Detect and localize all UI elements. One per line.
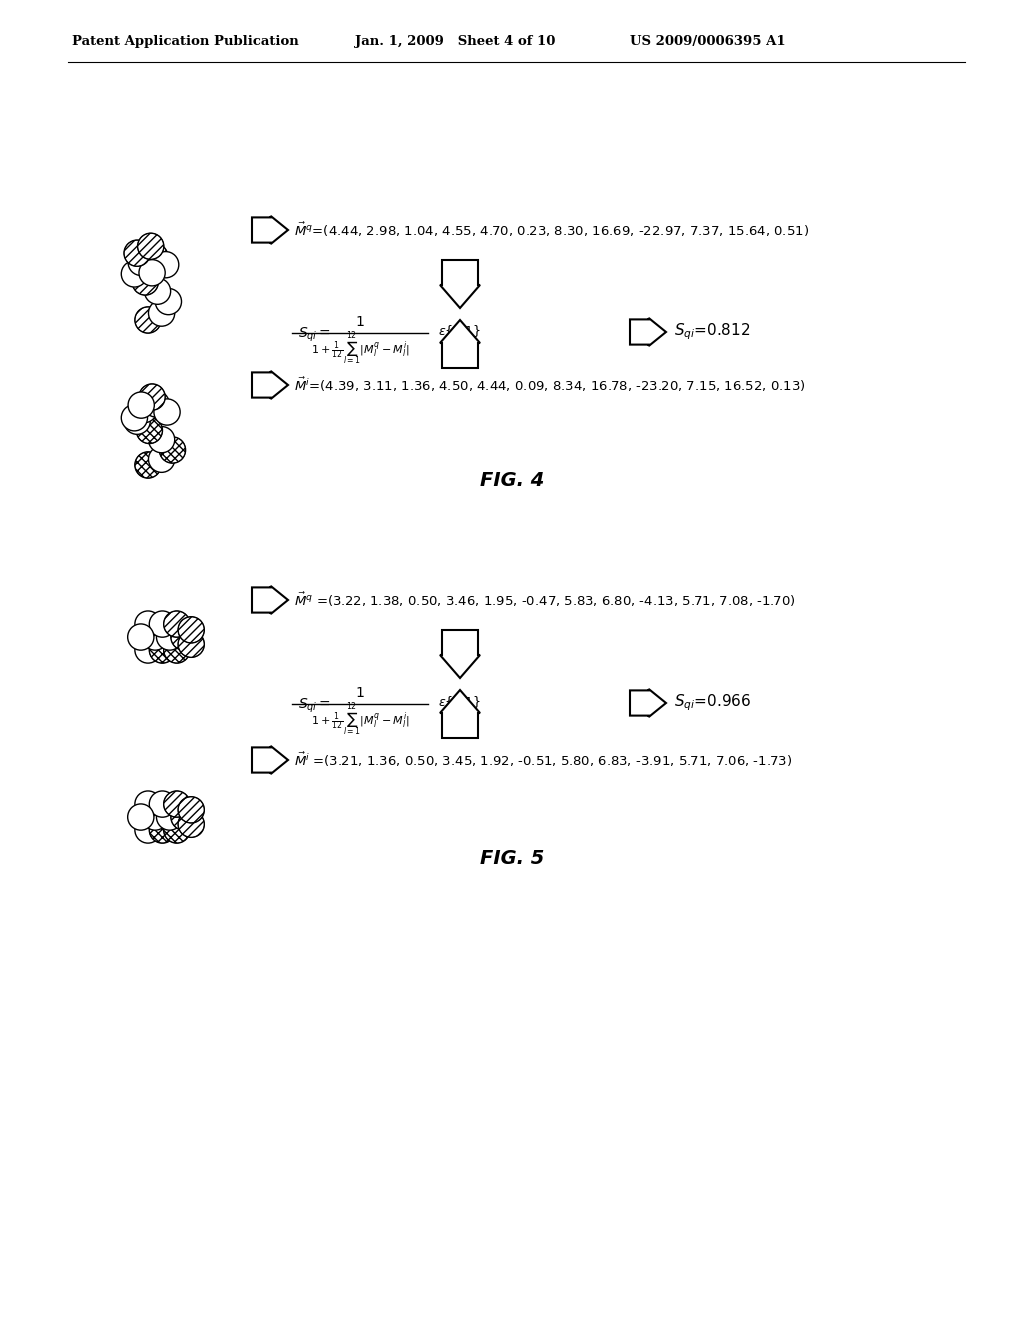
Circle shape (121, 405, 147, 430)
Circle shape (178, 797, 205, 822)
Circle shape (121, 261, 147, 286)
Circle shape (143, 391, 169, 417)
Circle shape (135, 636, 161, 663)
Circle shape (135, 817, 161, 843)
Circle shape (139, 260, 165, 286)
Circle shape (148, 300, 175, 326)
Circle shape (164, 791, 189, 817)
Circle shape (171, 804, 197, 830)
Circle shape (136, 417, 163, 444)
Circle shape (135, 451, 161, 478)
Text: FIG. 4: FIG. 4 (480, 470, 544, 490)
Circle shape (156, 289, 181, 314)
Circle shape (137, 234, 164, 260)
Polygon shape (252, 746, 288, 774)
Circle shape (150, 636, 175, 663)
Circle shape (142, 624, 168, 651)
Circle shape (178, 616, 205, 643)
Text: US 2009/0006395 A1: US 2009/0006395 A1 (630, 36, 785, 49)
Circle shape (139, 384, 165, 411)
Text: Patent Application Publication: Patent Application Publication (72, 36, 299, 49)
Circle shape (124, 408, 151, 434)
Text: $1+\frac{1}{12}\sum_{l=1}^{12}|M_l^q - M_l^i|$: $1+\frac{1}{12}\sum_{l=1}^{12}|M_l^q - M… (310, 701, 410, 739)
Circle shape (148, 446, 175, 473)
Text: Jan. 1, 2009   Sheet 4 of 10: Jan. 1, 2009 Sheet 4 of 10 (355, 36, 555, 49)
Polygon shape (440, 630, 480, 678)
Circle shape (164, 817, 189, 843)
Circle shape (128, 804, 154, 830)
Circle shape (135, 791, 161, 817)
Polygon shape (252, 371, 288, 399)
Text: FIG. 5: FIG. 5 (480, 849, 544, 867)
Polygon shape (252, 216, 288, 244)
Polygon shape (630, 689, 666, 717)
Circle shape (142, 804, 168, 830)
Polygon shape (252, 586, 288, 614)
Circle shape (171, 624, 197, 651)
Circle shape (164, 636, 189, 663)
Circle shape (128, 624, 154, 651)
Text: $\vec{M}^i$ =(3.21, 1.36, 0.50, 3.45, 1.92, -0.51, 5.80, 6.83, -3.91, 5.71, 7.06: $\vec{M}^i$ =(3.21, 1.36, 0.50, 3.45, 1.… (294, 751, 793, 770)
Circle shape (160, 437, 185, 463)
Circle shape (178, 631, 205, 657)
Circle shape (135, 306, 161, 333)
Circle shape (164, 611, 189, 638)
Text: $\vec{M}^i$=(4.39, 3.11, 1.36, 4.50, 4.44, 0.09, 8.34, 16.78, -23.20, 7.15, 16.5: $\vec{M}^i$=(4.39, 3.11, 1.36, 4.50, 4.4… (294, 376, 806, 395)
Circle shape (135, 611, 161, 638)
Text: $\vec{M}^q$ =(3.22, 1.38, 0.50, 3.46, 1.95, -0.47, 5.83, 6.80, -4.13, 5.71, 7.08: $\vec{M}^q$ =(3.22, 1.38, 0.50, 3.46, 1.… (294, 591, 796, 609)
Circle shape (153, 252, 179, 277)
Circle shape (131, 396, 157, 422)
Circle shape (141, 243, 168, 269)
Circle shape (157, 804, 182, 830)
Polygon shape (440, 690, 480, 738)
Circle shape (144, 279, 171, 305)
Circle shape (128, 392, 155, 418)
Text: $1$: $1$ (355, 686, 365, 700)
Text: $S_{qi}=$: $S_{qi}=$ (298, 326, 331, 345)
Text: $S_{qi}=$: $S_{qi}=$ (298, 697, 331, 715)
Text: $1$: $1$ (355, 315, 365, 329)
Polygon shape (630, 318, 666, 346)
Circle shape (178, 810, 205, 837)
Text: $\vec{M}^q$=(4.44, 2.98, 1.04, 4.55, 4.70, 0.23, 8.30, 16.69, -22.97, 7.37, 15.6: $\vec{M}^q$=(4.44, 2.98, 1.04, 4.55, 4.7… (294, 220, 809, 239)
Circle shape (154, 399, 180, 425)
Circle shape (128, 249, 155, 276)
Polygon shape (440, 319, 480, 368)
Polygon shape (440, 260, 480, 308)
Circle shape (157, 624, 182, 651)
Circle shape (124, 240, 151, 267)
Text: $\varepsilon\{0.1\}$: $\varepsilon\{0.1\}$ (438, 694, 481, 710)
Text: $S_{qi}$=0.966: $S_{qi}$=0.966 (674, 693, 752, 713)
Circle shape (148, 426, 175, 453)
Circle shape (150, 791, 175, 817)
Text: $\varepsilon\{0.1\}$: $\varepsilon\{0.1\}$ (438, 323, 481, 339)
Circle shape (132, 269, 159, 296)
Circle shape (150, 817, 175, 843)
Circle shape (150, 611, 175, 638)
Text: $1+\frac{1}{12}\sum_{l=1}^{12}|M_l^q - M_l^i|$: $1+\frac{1}{12}\sum_{l=1}^{12}|M_l^q - M… (310, 330, 410, 367)
Text: $S_{qi}$=0.812: $S_{qi}$=0.812 (674, 322, 751, 342)
